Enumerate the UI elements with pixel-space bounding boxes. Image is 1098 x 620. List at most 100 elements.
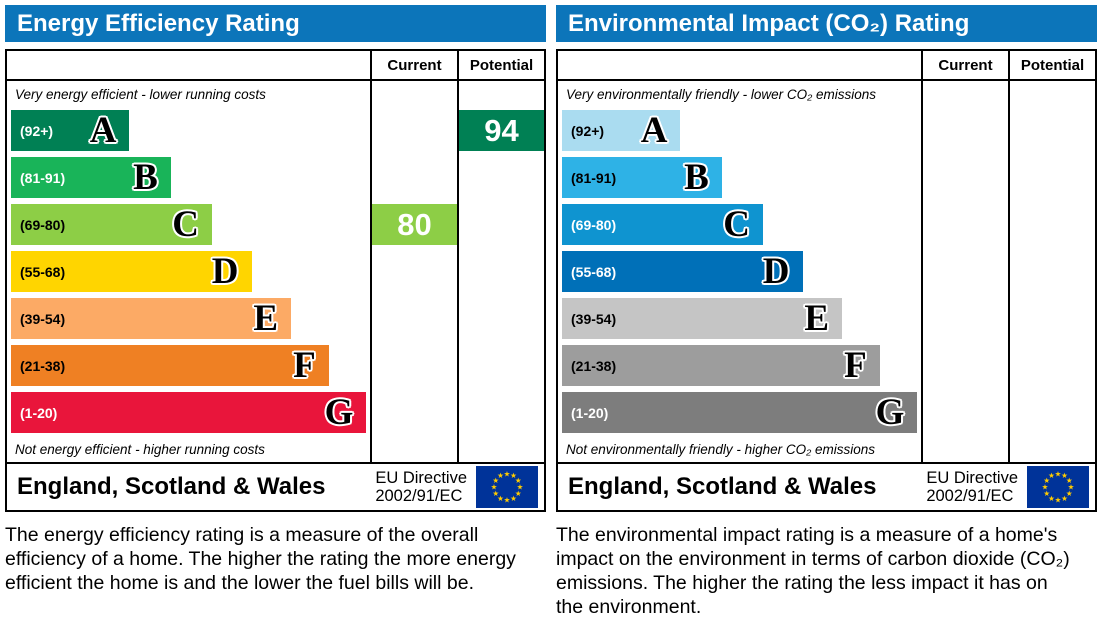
band-c-bar: (69-80) C [11, 204, 213, 245]
svg-text:★: ★ [1048, 494, 1055, 503]
band-d-range: (55-68) [20, 263, 66, 280]
eu-flag-icon: ★ ★★ ★★★ ★★★ ★★★ [476, 466, 538, 508]
environmental-rating-chart: Very environmentally friendly - lower CO… [556, 49, 1097, 464]
environmental-potential-column: Potential [1008, 51, 1095, 462]
svg-text:★: ★ [1061, 471, 1068, 480]
spacer [1010, 436, 1095, 462]
eu-flag-icon: ★ ★★ ★★★ ★★★ ★★★ [1027, 466, 1089, 508]
band-row-f: (21-38) F [7, 342, 370, 389]
current-rating-indicator: 80 [372, 204, 457, 245]
potential-column-header: Potential [459, 51, 544, 81]
environmental-impact-panel: Environmental Impact (CO₂) Rating Very e… [556, 5, 1097, 620]
band-d-letter: D [762, 251, 790, 292]
band-g-range: (1-20) [20, 404, 58, 421]
energy-efficiency-panel: Energy Efficiency Rating Very energy eff… [5, 5, 546, 620]
environmental-bottom-caption: Not environmentally friendly - higher CO… [566, 441, 876, 457]
spacer [459, 81, 544, 107]
environmental-description-text: The environmental impact rating is a mea… [556, 524, 1070, 618]
band-e-range: (39-54) [571, 310, 617, 327]
band-c-bar: (69-80) C [562, 204, 764, 245]
svg-text:★: ★ [1055, 470, 1062, 479]
band-d-range: (55-68) [571, 263, 617, 280]
band-g-range: (1-20) [571, 404, 609, 421]
spacer [372, 436, 457, 462]
svg-text:★: ★ [504, 496, 511, 505]
band-d-bar: (55-68) D [562, 251, 803, 292]
energy-potential-column: Potential 94 [457, 51, 544, 462]
band-c-letter: C [172, 204, 200, 245]
band-b-letter: B [133, 157, 158, 198]
band-e-letter: E [253, 298, 279, 339]
band-b-range: (81-91) [571, 169, 617, 186]
band-row-b: (81-91) B [558, 154, 921, 201]
band-e-bar: (39-54) E [562, 298, 843, 339]
band-b-bar: (81-91) B [562, 157, 722, 198]
band-c-range: (69-80) [20, 216, 66, 233]
band-row-c: (69-80) C [7, 201, 370, 248]
band-a-bar: (92+) A [11, 110, 130, 151]
band-a-bar: (92+) A [562, 110, 681, 151]
energy-bottom-caption: Not energy efficient - higher running co… [15, 441, 265, 457]
current-column-header: Current [923, 51, 1008, 81]
environmental-footer: England, Scotland & Wales EU Directive 2… [556, 462, 1097, 512]
band-d-bar: (55-68) D [11, 251, 252, 292]
energy-panel-title: Energy Efficiency Rating [5, 5, 546, 42]
band-a-letter: A [640, 110, 668, 151]
band-row-d: (55-68) D [7, 248, 370, 295]
svg-text:★: ★ [1061, 494, 1068, 503]
svg-text:★: ★ [497, 471, 504, 480]
band-row-g: (1-20) G [558, 389, 921, 436]
potential-column-header: Potential [1010, 51, 1095, 81]
band-d-letter: D [211, 251, 239, 292]
band-f-bar: (21-38) F [562, 345, 880, 386]
current-rating-value: 80 [397, 206, 432, 242]
band-c-letter: C [723, 204, 751, 245]
environmental-band-area: Very environmentally friendly - lower CO… [558, 51, 921, 462]
energy-description-text: The energy efficiency rating is a measur… [5, 524, 516, 594]
energy-header-spacer [7, 51, 370, 81]
eu-directive-label: EU Directive 2002/91/EC [375, 468, 467, 505]
spacer [372, 81, 457, 107]
band-a-range: (92+) [20, 122, 54, 139]
svg-text:★: ★ [1055, 496, 1062, 505]
svg-text:★: ★ [491, 483, 498, 492]
energy-band-area: Very energy efficient - lower running co… [7, 51, 370, 462]
band-row-d: (55-68) D [558, 248, 921, 295]
band-g-letter: G [324, 392, 354, 433]
svg-text:★: ★ [510, 494, 517, 503]
svg-text:★: ★ [517, 483, 524, 492]
svg-text:★: ★ [1043, 476, 1050, 485]
spacer [1010, 81, 1095, 107]
band-row-a: (92+) A [558, 107, 921, 154]
potential-rating-indicator: 94 [459, 110, 544, 151]
band-e-letter: E [804, 298, 830, 339]
region-label: England, Scotland & Wales [17, 473, 326, 500]
region-label: England, Scotland & Wales [568, 473, 877, 500]
energy-footer: England, Scotland & Wales EU Directive 2… [5, 462, 546, 512]
energy-current-column: Current 80 [370, 51, 457, 462]
spacer [459, 436, 544, 462]
band-g-bar: (1-20) G [11, 392, 367, 433]
svg-text:★: ★ [492, 489, 499, 498]
energy-top-caption: Very energy efficient - lower running co… [15, 86, 266, 102]
spacer [923, 81, 1008, 107]
band-b-letter: B [684, 157, 709, 198]
eu-directive-label: EU Directive 2002/91/EC [926, 468, 1018, 505]
spacer [923, 436, 1008, 462]
environmental-panel-title: Environmental Impact (CO₂) Rating [556, 5, 1097, 42]
band-f-letter: F [293, 345, 316, 386]
band-f-letter: F [844, 345, 867, 386]
band-row-e: (39-54) E [558, 295, 921, 342]
environmental-header-spacer [558, 51, 921, 81]
band-c-range: (69-80) [571, 216, 617, 233]
band-row-g: (1-20) G [7, 389, 370, 436]
svg-text:★: ★ [497, 494, 504, 503]
band-e-range: (39-54) [20, 310, 66, 327]
band-row-c: (69-80) C [558, 201, 921, 248]
svg-text:★: ★ [510, 471, 517, 480]
svg-text:★: ★ [1042, 483, 1049, 492]
energy-rating-chart: Very energy efficient - lower running co… [5, 49, 546, 464]
svg-text:★: ★ [1068, 483, 1075, 492]
svg-text:★: ★ [1048, 471, 1055, 480]
